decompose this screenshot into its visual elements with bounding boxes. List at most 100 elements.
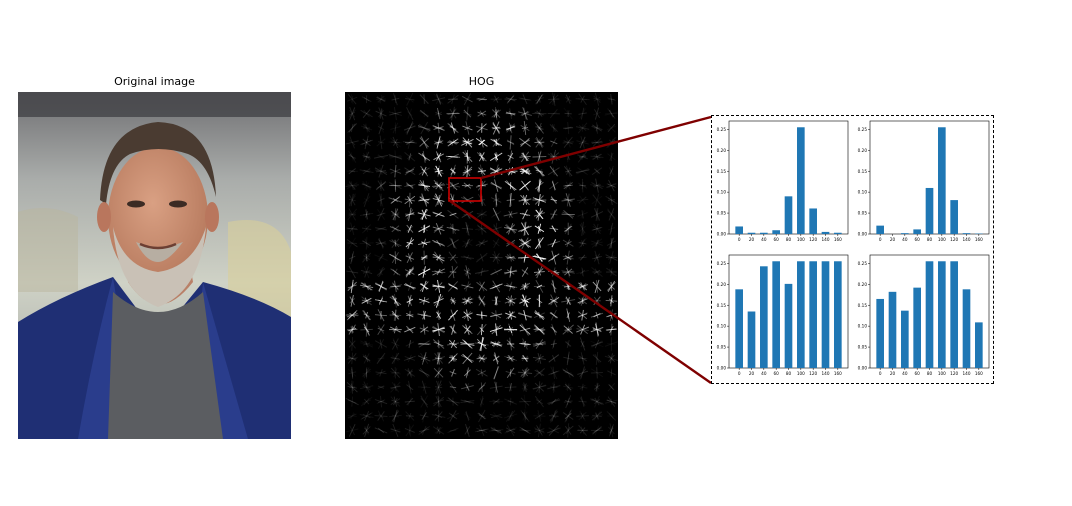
original-portrait-image <box>18 92 291 439</box>
x-tick-label: 20 <box>890 237 896 242</box>
histogram-bar <box>809 208 817 234</box>
x-tick-label: 100 <box>797 371 805 376</box>
y-tick-label: 0.10 <box>858 324 868 329</box>
histogram-bar <box>735 289 743 368</box>
histogram-bar <box>913 287 921 368</box>
photo-shirt <box>108 292 223 439</box>
y-tick-label: 0.05 <box>858 211 868 216</box>
x-tick-label: 120 <box>950 371 958 376</box>
x-tick-label: 80 <box>786 237 792 242</box>
histogram-bar <box>938 127 946 234</box>
x-tick-label: 140 <box>963 371 971 376</box>
histogram-bar <box>975 322 983 368</box>
histogram-bar <box>925 187 934 234</box>
x-tick-label: 160 <box>975 371 983 376</box>
histogram-bar <box>747 311 756 368</box>
histogram-bar <box>772 261 780 368</box>
x-tick-label: 60 <box>773 237 779 242</box>
histogram-panel: 0.00 0.05 0.10 0.15 0.20 0.25 0 20 40 60 80 100 120 1… <box>711 115 994 384</box>
x-tick-label: 40 <box>761 371 767 376</box>
x-tick-label: 120 <box>950 237 958 242</box>
y-tick-label: 0.25 <box>717 127 727 132</box>
histogram-top-right: 0.00 0.05 0.10 0.15 0.20 0.25 0 20 40 60 80 100 120 1… <box>858 120 990 242</box>
x-tick-label: 100 <box>938 237 946 242</box>
x-tick-label: 20 <box>890 371 896 376</box>
x-tick-label: 0 <box>879 371 882 376</box>
y-tick-label: 0.05 <box>717 345 727 350</box>
histogram-bar <box>913 229 921 234</box>
x-tick-label: 120 <box>809 371 817 376</box>
histogram-bar <box>834 232 842 234</box>
x-tick-label: 160 <box>975 237 983 242</box>
histogram-bar <box>834 261 842 368</box>
histogram-bar <box>938 261 946 368</box>
y-tick-label: 0.00 <box>858 232 868 237</box>
histogram-bottom-right: 0.00 0.05 0.10 0.15 0.20 0.25 0 20 40 60 80 100 120 1… <box>858 254 990 376</box>
x-tick-label: 60 <box>914 237 920 242</box>
histogram-bar <box>735 226 743 234</box>
y-tick-label: 0.00 <box>858 366 868 371</box>
x-tick-label: 100 <box>938 371 946 376</box>
x-tick-label: 20 <box>749 237 755 242</box>
histogram-bar <box>901 233 909 234</box>
histogram-top-left: 0.00 0.05 0.10 0.15 0.20 0.25 0 20 40 60 80 100 120 1… <box>717 120 849 242</box>
histogram-bar <box>760 266 768 368</box>
x-tick-label: 0 <box>879 237 882 242</box>
photo-beard <box>113 227 206 307</box>
x-tick-label: 40 <box>902 371 908 376</box>
x-tick-label: 80 <box>786 371 792 376</box>
x-tick-label: 160 <box>834 237 842 242</box>
histogram-bar <box>876 298 884 368</box>
y-tick-label: 0.15 <box>717 303 727 308</box>
x-tick-label: 0 <box>738 371 741 376</box>
histogram-bar <box>962 233 971 234</box>
y-tick-label: 0.15 <box>858 169 868 174</box>
y-tick-label: 0.05 <box>717 211 727 216</box>
y-tick-label: 0.10 <box>717 324 727 329</box>
histogram-bar <box>821 231 830 234</box>
y-tick-label: 0.10 <box>717 190 727 195</box>
y-tick-label: 0.25 <box>858 127 868 132</box>
x-tick-label: 60 <box>773 371 779 376</box>
histogram-bar <box>784 283 793 368</box>
hog-image-title: HOG <box>468 75 495 88</box>
x-tick-label: 120 <box>809 237 817 242</box>
histogram-bar <box>901 310 909 368</box>
x-tick-label: 60 <box>914 371 920 376</box>
histogram-bar <box>772 230 780 234</box>
histogram-bar <box>797 127 805 234</box>
x-tick-label: 80 <box>927 371 933 376</box>
x-tick-label: 20 <box>749 371 755 376</box>
y-tick-label: 0.00 <box>717 366 727 371</box>
x-tick-label: 140 <box>822 371 830 376</box>
y-tick-label: 0.15 <box>858 303 868 308</box>
y-tick-label: 0.25 <box>858 261 868 266</box>
y-tick-label: 0.25 <box>717 261 727 266</box>
histogram-bar <box>809 261 817 368</box>
y-tick-label: 0.20 <box>858 282 868 287</box>
histogram-bottom-left: 0.00 0.05 0.10 0.15 0.20 0.25 0 20 40 60 80 100 120 1… <box>717 254 849 376</box>
x-tick-label: 40 <box>761 237 767 242</box>
histogram-bar <box>950 261 958 368</box>
original-image-title: Original image <box>114 75 195 88</box>
histogram-bar <box>888 291 897 368</box>
histogram-bar <box>784 196 793 234</box>
histogram-bar <box>925 261 934 368</box>
x-tick-label: 160 <box>834 371 842 376</box>
hog-visualization <box>345 92 618 439</box>
histogram-bar <box>876 225 884 234</box>
y-tick-label: 0.20 <box>717 282 727 287</box>
histogram-bar <box>760 232 768 234</box>
x-tick-label: 140 <box>822 237 830 242</box>
y-tick-label: 0.15 <box>717 169 727 174</box>
y-tick-label: 0.00 <box>717 232 727 237</box>
photo-hair <box>100 122 216 204</box>
histogram-bar <box>821 261 830 368</box>
histogram-bar <box>950 200 958 234</box>
histogram-bar <box>797 261 805 368</box>
x-tick-label: 100 <box>797 237 805 242</box>
x-tick-label: 40 <box>902 237 908 242</box>
histogram-bar <box>747 232 756 234</box>
y-tick-label: 0.20 <box>717 148 727 153</box>
y-tick-label: 0.05 <box>858 345 868 350</box>
